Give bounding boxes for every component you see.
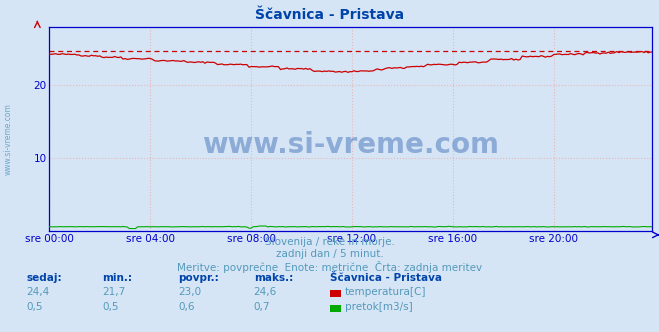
Text: Slovenija / reke in morje.: Slovenija / reke in morje. — [264, 237, 395, 247]
Text: Ščavnica - Pristava: Ščavnica - Pristava — [330, 273, 442, 283]
Text: 24,6: 24,6 — [254, 288, 277, 297]
Text: 24,4: 24,4 — [26, 288, 49, 297]
Text: Meritve: povprečne  Enote: metrične  Črta: zadnja meritev: Meritve: povprečne Enote: metrične Črta:… — [177, 261, 482, 273]
Text: 0,6: 0,6 — [178, 302, 194, 312]
Text: www.si-vreme.com: www.si-vreme.com — [202, 131, 500, 159]
Text: 23,0: 23,0 — [178, 288, 201, 297]
Text: Ščavnica - Pristava: Ščavnica - Pristava — [255, 8, 404, 22]
Text: 0,7: 0,7 — [254, 302, 270, 312]
Text: sedaj:: sedaj: — [26, 273, 62, 283]
Text: min.:: min.: — [102, 273, 132, 283]
Text: zadnji dan / 5 minut.: zadnji dan / 5 minut. — [275, 249, 384, 259]
Text: 0,5: 0,5 — [26, 302, 43, 312]
Text: temperatura[C]: temperatura[C] — [345, 288, 426, 297]
Text: pretok[m3/s]: pretok[m3/s] — [345, 302, 413, 312]
Text: www.si-vreme.com: www.si-vreme.com — [3, 104, 13, 175]
Text: povpr.:: povpr.: — [178, 273, 219, 283]
Text: 0,5: 0,5 — [102, 302, 119, 312]
Text: maks.:: maks.: — [254, 273, 293, 283]
Text: 21,7: 21,7 — [102, 288, 125, 297]
